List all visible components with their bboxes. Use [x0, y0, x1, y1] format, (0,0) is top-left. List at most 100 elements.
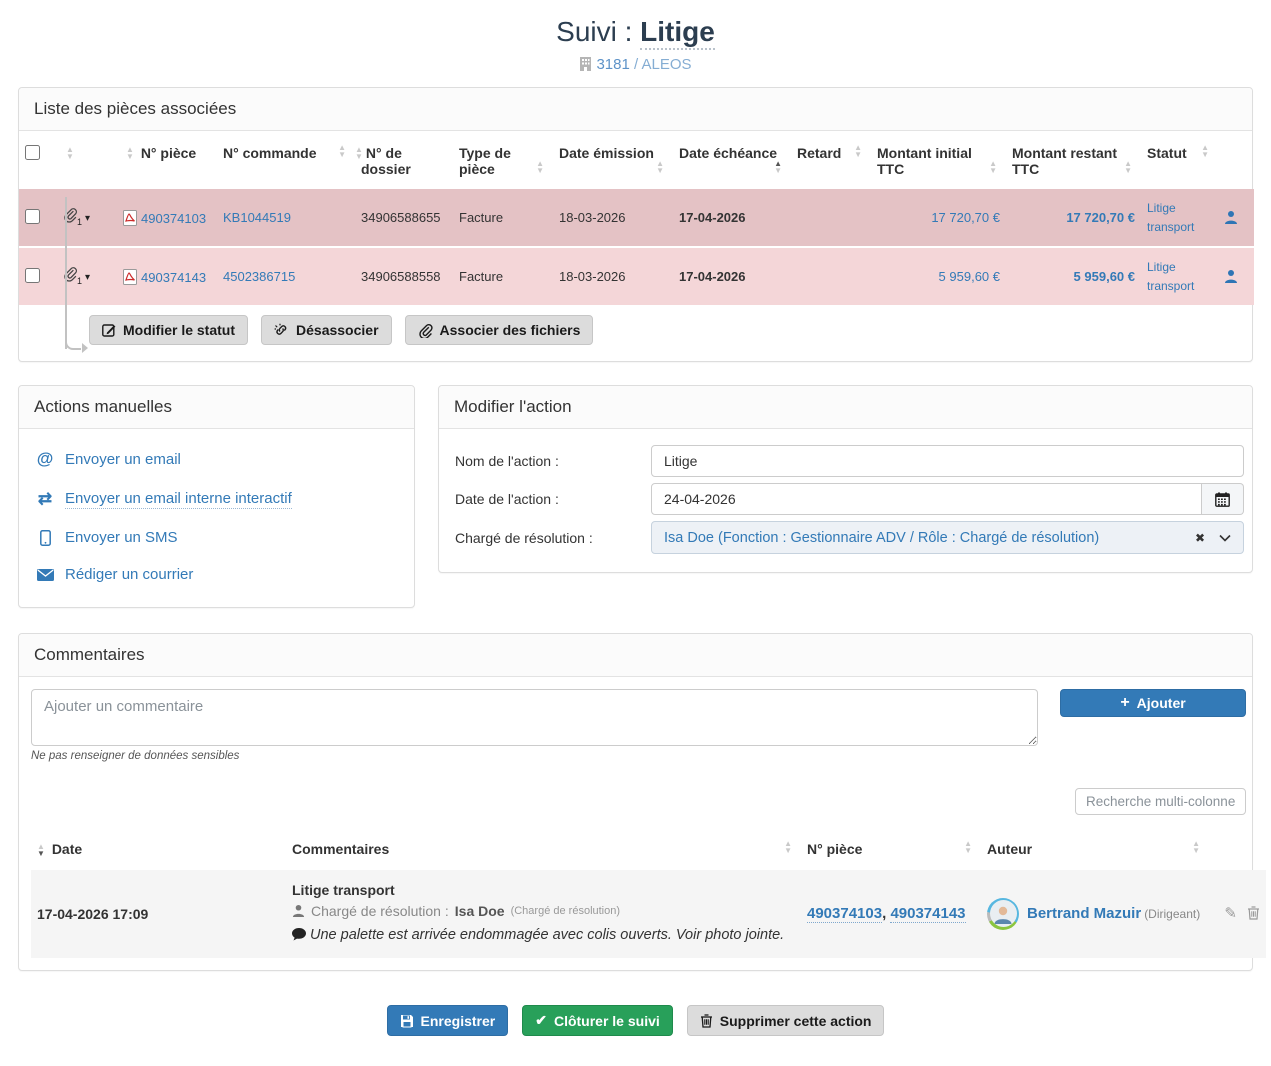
sort-icon[interactable]: ▲ ▼: [66, 145, 74, 162]
attachments-dropdown[interactable]: 1 ▾: [63, 267, 91, 286]
unlink-icon: [274, 324, 287, 336]
sort-icon[interactable]: ▲ ▼: [126, 145, 134, 162]
comment-row: 17-04-2026 17:09 Litige transport Chargé…: [31, 869, 1266, 959]
save-button[interactable]: Enregistrer: [386, 1005, 509, 1037]
at-icon: @: [36, 449, 54, 469]
pieces-header-row: ▲ ▼ ▲ ▼ N° pièce N° commande ▲ ▼ ▲ ▼ N° de do…: [19, 131, 1254, 189]
sort-icon[interactable]: ▲ ▼: [338, 143, 346, 159]
row-checkbox[interactable]: [25, 208, 40, 224]
montant-restant-value: 17 720,70 €: [1066, 210, 1135, 226]
send-email-link[interactable]: @ Envoyer un email: [36, 449, 181, 469]
caret-down-icon: ▾: [85, 272, 91, 284]
entity-line: 3181 / ALEOS: [18, 56, 1253, 73]
statut-link[interactable]: Litige transport: [1147, 260, 1195, 293]
emission-value: 18-03-2026: [559, 210, 626, 226]
comment-piece-link[interactable]: 490374103: [807, 905, 883, 924]
person-icon: [292, 904, 305, 918]
paperclip-icon: [64, 267, 77, 282]
send-internal-email-link[interactable]: ⇄ Envoyer un email interne interactif: [35, 479, 398, 519]
write-letter-link[interactable]: Rédiger un courrier: [35, 556, 398, 593]
clear-selection-icon[interactable]: ✖: [1194, 530, 1205, 545]
comments-title: Commentaires: [19, 634, 1252, 678]
resolution-manager-select[interactable]: Isa Doe (Fonction : Gestionnaire ADV / R…: [651, 521, 1244, 555]
associate-files-button[interactable]: Associer des fichiers: [404, 315, 594, 346]
calendar-button[interactable]: [1202, 483, 1244, 516]
tree-connector-corner: [65, 334, 81, 350]
sort-icon[interactable]: ▲ ▼: [536, 159, 544, 175]
edit-status-button[interactable]: Modifier le statut: [89, 315, 249, 346]
envelope-icon: [35, 568, 55, 581]
attachments-dropdown[interactable]: 1 ▾: [63, 208, 90, 227]
montant-restant-value: 5 959,60 €: [1073, 269, 1135, 285]
table-row: 1 ▾ 490374103 KB1044519 34906588655 Factu…: [19, 189, 1254, 248]
statut-link[interactable]: Litige transport: [1147, 201, 1195, 234]
add-comment-button[interactable]: + Ajouter: [1060, 689, 1246, 718]
tree-connector-arrow: [82, 343, 88, 353]
edit-action-title: Modifier l'action: [439, 386, 1252, 430]
col-retard: Retard: [797, 145, 842, 161]
sort-icon-active[interactable]: ▲ ▼: [37, 841, 45, 858]
commande-link[interactable]: 4502386715: [223, 269, 296, 285]
montant-initial-value: 5 959,60 €: [938, 269, 1000, 285]
mobile-icon: [35, 529, 55, 546]
footer-actions: Enregistrer ✔ Clôturer le suivi Supprime…: [18, 971, 1253, 1056]
entity-name-link[interactable]: ALEOS: [641, 56, 692, 73]
sort-icon[interactable]: ▲ ▼: [854, 143, 862, 159]
manager-name: Isa Doe: [454, 902, 505, 919]
action-date-label: Date de l'action :: [455, 491, 559, 508]
user-icon[interactable]: [1224, 210, 1248, 225]
entity-number-link[interactable]: 3181: [596, 56, 630, 73]
col-comments: Commentaires: [292, 841, 390, 858]
row-checkbox[interactable]: [25, 267, 40, 283]
title-prefix: Suivi :: [556, 16, 633, 47]
delete-action-button[interactable]: Supprimer cette action: [686, 1005, 885, 1037]
select-all-checkbox[interactable]: [25, 145, 40, 160]
multi-column-search-input[interactable]: [1075, 788, 1246, 816]
action-name-input[interactable]: [651, 445, 1244, 478]
close-followup-button[interactable]: ✔ Clôturer le suivi: [522, 1005, 673, 1037]
check-icon: ✔: [535, 1012, 547, 1029]
edit-comment-icon[interactable]: ✎: [1224, 905, 1237, 923]
sort-icon[interactable]: ▲ ▼: [1124, 159, 1132, 175]
sort-icon[interactable]: ▲ ▼: [989, 159, 997, 175]
paperclip-icon: [418, 323, 433, 338]
sort-icon[interactable]: ▲ ▼: [1192, 839, 1200, 856]
tree-connector: [65, 197, 67, 349]
sort-icon[interactable]: ▲ ▼: [1201, 143, 1209, 159]
author-name-link[interactable]: Bertrand Mazuir: [1027, 904, 1142, 922]
delete-comment-icon[interactable]: [1247, 905, 1260, 920]
col-statut: Statut: [1147, 145, 1187, 161]
resolution-manager-value: Isa Doe (Fonction : Gestionnaire ADV / R…: [664, 529, 1100, 546]
sort-icon[interactable]: ▲ ▼: [964, 839, 972, 856]
sort-icon[interactable]: ▲ ▼: [355, 145, 363, 162]
comment-piece-link[interactable]: 490374143: [890, 905, 966, 924]
pieces-panel-title: Liste des pièces associées: [19, 88, 1252, 131]
dossier-value: 34906588655: [361, 210, 441, 226]
action-date-input[interactable]: [651, 483, 1202, 516]
col-restant: Montant restant TTC: [1012, 145, 1117, 177]
sort-icon[interactable]: ▲ ▼: [784, 839, 792, 856]
pdf-icon[interactable]: [123, 209, 137, 226]
manager-label: Chargé de résolution :: [311, 902, 449, 919]
pieces-panel: Liste des pièces associées ▲ ▼: [18, 87, 1254, 363]
comments-panel: Commentaires + Ajouter Ne pas renseigner…: [18, 633, 1266, 972]
exchange-icon: ⇄: [37, 489, 53, 509]
emission-value: 18-03-2026: [559, 269, 626, 285]
commande-link[interactable]: KB1044519: [223, 210, 291, 226]
user-icon[interactable]: [1224, 269, 1248, 284]
comment-input[interactable]: [31, 689, 1038, 747]
pdf-icon[interactable]: [123, 268, 137, 285]
col-commande: N° commande: [223, 145, 317, 161]
sort-icon[interactable]: ▲ ▼: [656, 159, 664, 175]
send-sms-link[interactable]: Envoyer un SMS: [35, 519, 398, 556]
sort-icon-active[interactable]: ▲ ▼: [774, 159, 782, 175]
piece-link[interactable]: 490374143: [141, 269, 207, 285]
piece-link[interactable]: 490374103: [141, 210, 207, 226]
dissociate-button[interactable]: Désassocier: [261, 315, 392, 346]
entity-separator: /: [634, 56, 639, 73]
plus-icon: +: [1120, 694, 1130, 712]
comment-date: 17-04-2026 17:09: [37, 905, 149, 922]
pieces-table-body: ▲ ▼ ▲ ▼ N° pièce N° commande ▲ ▼ ▲ ▼ N° de do…: [19, 131, 1254, 361]
page-header: Suivi : Litige 3181 / ALEOS: [18, 0, 1253, 87]
